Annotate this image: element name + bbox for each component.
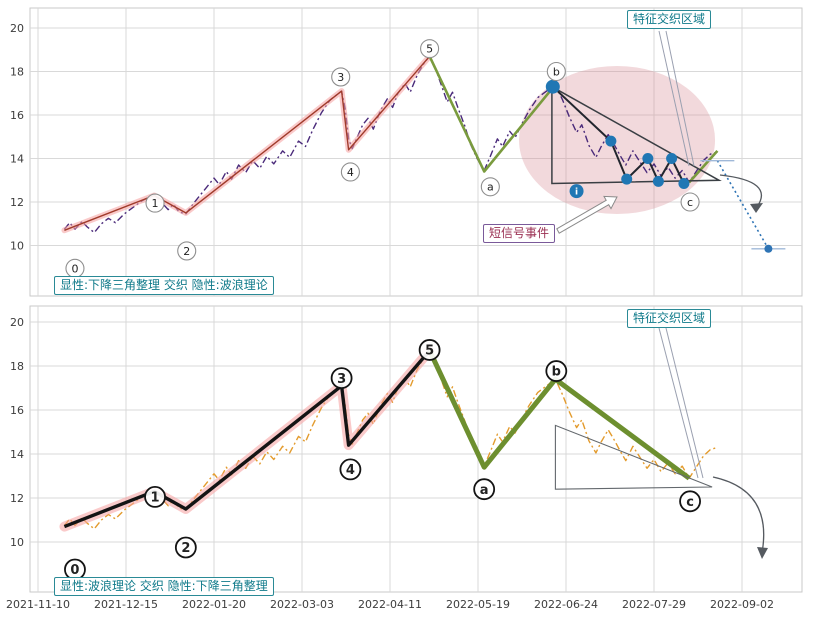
plot-border	[29, 305, 803, 593]
wave-label: 5	[426, 43, 433, 56]
wave-label: c	[686, 495, 694, 510]
wave-label: 1	[152, 197, 159, 210]
impulse-wave-line	[64, 55, 431, 231]
x-axis-label: 2022-09-02	[710, 598, 774, 611]
info-marker-icon	[569, 184, 584, 199]
chart-panel-top: 20 18 16 14 12 10 i 0 1 2 3 4 5 a b c 特征交织区域 短信号事件 显性:下…	[0, 0, 813, 300]
plot-border	[29, 7, 803, 297]
wave-label-circle	[679, 490, 701, 513]
top-chart-caption: 显性:下降三角整理 交织 隐性:波浪理论	[54, 276, 274, 295]
flow-arrow	[719, 174, 763, 208]
wave-label-circle	[546, 61, 566, 82]
feature-zone-callout-line	[665, 30, 695, 167]
wave-label: 4	[346, 463, 355, 478]
wave-label: 3	[337, 372, 346, 387]
y-axis-label: 14	[10, 448, 24, 461]
flow-arrow-head-icon	[757, 547, 768, 559]
y-axis-label: 20	[10, 316, 24, 329]
feature-zone-callout-line	[665, 327, 704, 479]
wave-label-circle	[420, 39, 440, 59]
feature-zone-callout-line	[658, 30, 690, 167]
impulse-wave-glow	[59, 345, 435, 532]
flow-arrow	[712, 476, 765, 554]
wave-label: b	[553, 65, 560, 78]
signal-callout-arrow	[556, 195, 618, 234]
wave-label: a	[487, 181, 494, 194]
bottom-chart-caption: 显性:波浪理论 交织 隐性:下降三角整理	[54, 577, 274, 596]
y-axis-label: 10	[10, 536, 24, 549]
y-axis-label: 16	[10, 404, 24, 417]
wave-label: 0	[70, 563, 79, 578]
wave-label: b	[552, 365, 561, 380]
wave-label: c	[687, 196, 693, 209]
y-axis-label: 16	[10, 109, 24, 122]
impulse-wave-glow	[61, 53, 433, 234]
signal-dot	[621, 173, 633, 185]
y-axis-label: 20	[10, 22, 24, 35]
signal-dot	[666, 153, 678, 164]
wave-label-circle	[177, 241, 197, 261]
wave-label-circle	[545, 360, 568, 382]
flow-arrow-head-icon	[750, 203, 763, 213]
y-axis-label: 18	[10, 360, 24, 373]
wave-label: 5	[425, 344, 434, 359]
corrective-wave-line	[428, 55, 557, 173]
wave-label: 1	[151, 491, 160, 506]
short-signal-event-label: 短信号事件	[483, 224, 556, 243]
descending-triangle-outline	[551, 85, 722, 185]
x-axis-label: 2022-03-03	[270, 598, 334, 611]
wave-label-circle	[473, 478, 496, 501]
wave-label: a	[480, 483, 489, 498]
x-axis-label: 2022-05-19	[446, 598, 510, 611]
wave-label-circle	[418, 339, 441, 361]
descending-triangle-outline	[554, 424, 713, 490]
wave-label-circle	[339, 458, 362, 481]
x-axis-label: 2022-07-29	[622, 598, 686, 611]
wave-label-circle	[174, 536, 197, 559]
feature-zone-label-top: 特征交织区域	[627, 10, 712, 29]
y-axis-label: 12	[10, 196, 24, 209]
wave-label: 2	[183, 245, 190, 258]
corrective-wave-line	[427, 349, 691, 481]
signal-dot	[642, 153, 654, 164]
wave-label-circle	[331, 67, 351, 87]
impulse-wave-line	[63, 349, 431, 529]
feature-zone-label-bottom: 特征交织区域	[627, 309, 712, 328]
wave-label: 2	[181, 541, 190, 556]
x-axis-label: 2022-06-24	[534, 598, 598, 611]
wave-label: 0	[71, 262, 78, 275]
y-axis-label: 14	[10, 153, 24, 166]
wave-label-circle	[480, 177, 500, 197]
x-axis-label: 2021-11-10	[6, 598, 70, 611]
x-axis-label: 2021-12-15	[94, 598, 158, 611]
y-axis-label: 12	[10, 492, 24, 505]
feature-zone-callout-line	[658, 327, 699, 479]
corrective-wave-line	[688, 150, 719, 184]
signal-dot	[545, 79, 560, 94]
bottom-chart-svg: 2021-11-10 2021-12-15 2022-01-20 2022-03-03…	[6, 305, 803, 611]
x-axis-label: 2022-04-11	[358, 598, 422, 611]
wave-label: 4	[347, 166, 354, 179]
wave-label: 3	[337, 71, 344, 84]
wave-label-circle	[144, 485, 166, 508]
signal-dot	[605, 135, 617, 147]
wave-label-circle	[680, 192, 700, 212]
wave-label-circle	[340, 162, 360, 182]
projection-end-dot	[764, 244, 773, 253]
wave-label-circle	[145, 193, 165, 213]
signal-dot	[652, 175, 664, 187]
highlight-ellipse	[519, 66, 716, 215]
y-axis-label: 18	[10, 66, 24, 79]
wave-label-circle	[330, 367, 353, 389]
y-axis-label: 10	[10, 240, 24, 253]
info-marker-glyph: i	[575, 188, 578, 198]
x-axis-label: 2022-01-20	[182, 598, 246, 611]
chart-panel-bottom: 2021-11-10 2021-12-15 2022-01-20 2022-03-03…	[0, 300, 813, 617]
signal-dot	[678, 178, 690, 190]
